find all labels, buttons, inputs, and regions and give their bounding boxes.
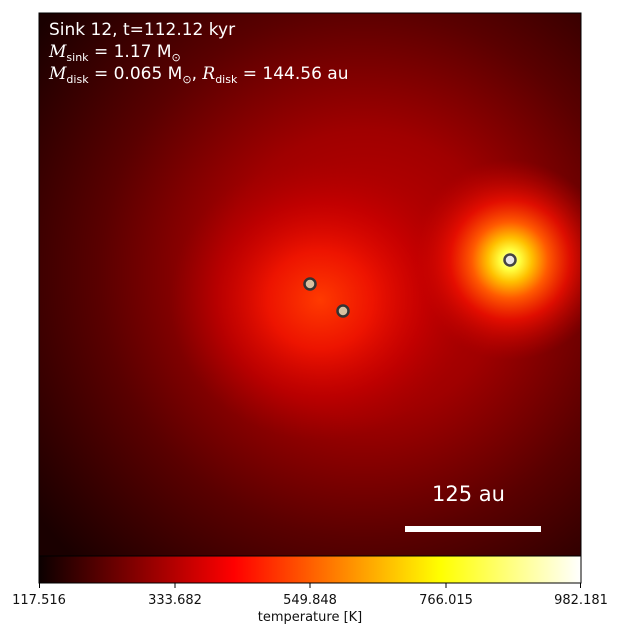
disk-properties: Mdisk = 0.065 M⊙, Rdisk = 144.56 au	[49, 64, 348, 86]
sink-marker-right	[503, 253, 517, 267]
disk-mass-value: = 0.065 M	[88, 64, 183, 84]
mass-value: = 1.17 M	[88, 42, 172, 62]
sink-marker-left	[303, 277, 317, 291]
disk-solar-symbol: ⊙	[182, 73, 192, 86]
sink-marker-lower	[336, 304, 350, 318]
sink-title: Sink 12, t=112.12 kyr	[49, 20, 236, 40]
mass-subscript: sink	[66, 51, 89, 64]
colorbar	[38, 555, 582, 584]
colorbar-ticks	[39, 583, 581, 588]
sink-mass: Msink = 1.17 M⊙	[49, 42, 181, 64]
scale-bar	[405, 526, 541, 532]
mass-symbol: M	[49, 42, 67, 62]
colorbar-tick-label: 982.181	[554, 593, 608, 608]
radius-subscript: disk	[215, 73, 238, 86]
disk-mass-subscript: disk	[66, 73, 89, 86]
colorbar-tick-label: 549.848	[283, 593, 337, 608]
colorbar-tick-label: 117.516	[12, 593, 66, 608]
disk-mass-symbol: M	[49, 64, 67, 84]
colorbar-label: temperature [K]	[257, 610, 363, 625]
temperature-map	[39, 13, 581, 556]
radius-symbol: R	[202, 64, 216, 84]
colorbar-tick-label: 766.015	[419, 593, 473, 608]
colorbar-tick-label: 333.682	[148, 593, 202, 608]
radius-value: = 144.56 au	[237, 64, 349, 84]
separator: ,	[191, 64, 203, 84]
scale-bar-label: 125 au	[432, 482, 505, 506]
solar-symbol: ⊙	[171, 51, 181, 64]
